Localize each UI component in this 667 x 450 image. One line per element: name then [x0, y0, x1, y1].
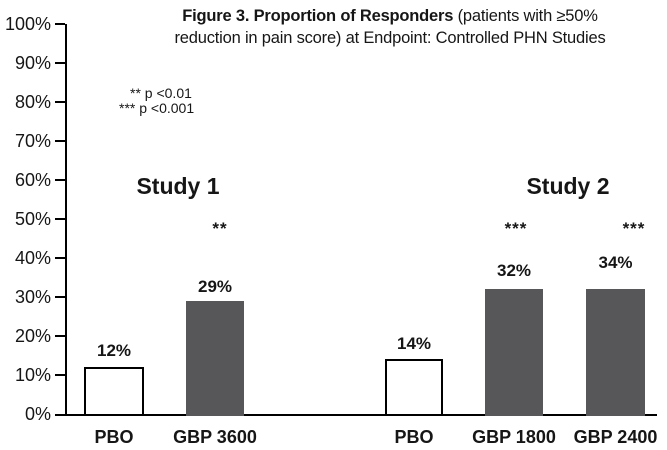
- y-tick: [55, 62, 65, 64]
- y-tick: [55, 179, 65, 181]
- bar-pbo: [84, 367, 144, 416]
- y-tick-label: 20%: [14, 326, 51, 346]
- study-label: Study 1: [136, 173, 220, 199]
- chart-title-regular: (patients with ≥50%: [453, 7, 598, 25]
- bar-gbp-3600: [186, 301, 244, 416]
- significance-marker: ***: [622, 219, 646, 238]
- y-tick-label: 60%: [14, 170, 51, 190]
- bar-category-label: PBO: [94, 427, 134, 447]
- y-tick-label: 0%: [24, 404, 51, 424]
- y-tick: [55, 335, 65, 337]
- study-label: Study 2: [526, 173, 610, 199]
- bar-gbp-2400: [586, 289, 645, 416]
- y-tick: [55, 257, 65, 259]
- y-tick: [55, 23, 65, 25]
- y-tick: [55, 101, 65, 103]
- bar-gbp-1800: [485, 289, 543, 416]
- chart-title-line2: reduction in pain score) at Endpoint: Co…: [174, 29, 606, 47]
- y-tick: [55, 218, 65, 220]
- x-axis-line: [55, 414, 657, 416]
- bar-value-label: 32%: [496, 261, 532, 280]
- y-tick-label: 40%: [14, 248, 51, 268]
- y-tick-label: 50%: [14, 209, 51, 229]
- chart-title-bold: Figure 3. Proportion of Responders: [182, 7, 454, 25]
- bar-category-label: GBP 1800: [472, 427, 556, 447]
- p-value-legend-line2: *** p <0.001: [119, 100, 195, 116]
- y-tick-label: 80%: [14, 92, 51, 112]
- y-axis-line: [65, 24, 67, 416]
- y-tick: [55, 296, 65, 298]
- y-tick-label: 30%: [14, 287, 51, 307]
- p-value-legend-line1: ** p <0.01: [130, 85, 192, 101]
- y-tick: [55, 374, 65, 376]
- y-tick-label: 10%: [14, 365, 51, 385]
- significance-marker: ***: [504, 219, 528, 238]
- y-tick-label: 100%: [4, 14, 51, 34]
- bar-value-label: 12%: [96, 341, 132, 360]
- bar-category-label: GBP 3600: [173, 427, 257, 447]
- y-tick: [55, 140, 65, 142]
- bar-pbo: [385, 359, 443, 416]
- bar-value-label: 34%: [598, 253, 633, 272]
- y-tick-label: 90%: [14, 53, 51, 73]
- bar-category-label: PBO: [394, 427, 434, 447]
- chart-title: Figure 3. Proportion of Responders (pati…: [110, 5, 667, 49]
- bar-category-label: GBP 2400: [573, 427, 658, 447]
- bar-value-label: 14%: [396, 334, 432, 353]
- significance-marker: **: [212, 219, 228, 238]
- y-tick-label: 70%: [14, 131, 51, 151]
- bar-value-label: 29%: [197, 277, 233, 296]
